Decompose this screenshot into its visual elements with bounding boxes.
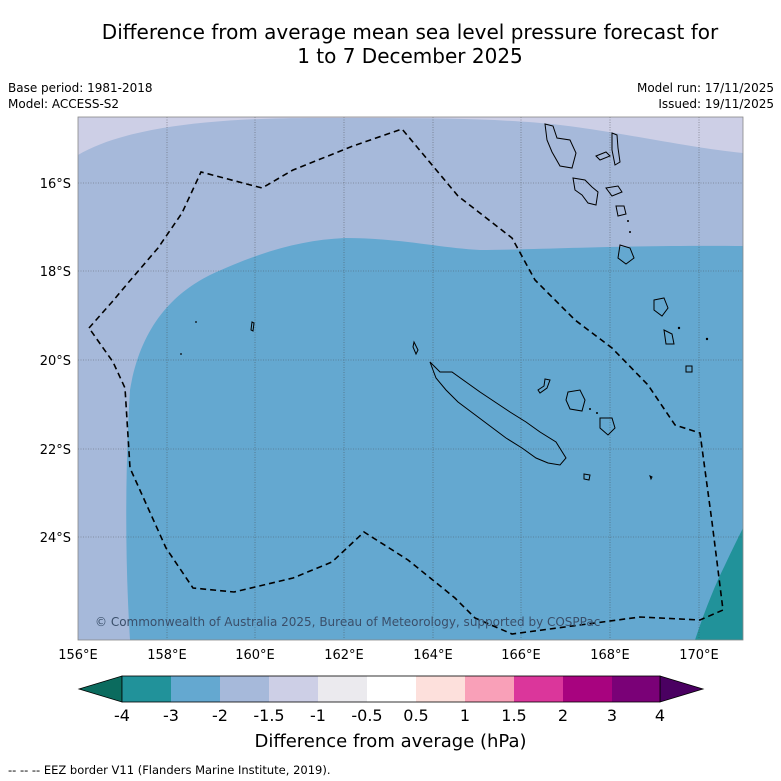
efate xyxy=(617,244,635,265)
colorbar-bin xyxy=(563,676,612,702)
colorbar-bin xyxy=(612,676,660,702)
aneityum xyxy=(685,365,693,373)
lat-label: 20°S xyxy=(40,354,71,369)
colorbar-frame xyxy=(121,675,661,703)
colorbar-title: Difference from average (hPa) xyxy=(254,731,527,752)
chart-title-line1: Difference from average mean sea level p… xyxy=(101,20,719,44)
base-period: Base period: 1981-2018 xyxy=(8,81,153,95)
colorbar-tick-label: 2 xyxy=(557,706,569,725)
colorbar-under-arrow xyxy=(77,675,123,703)
lon-label: 158°E xyxy=(147,648,187,663)
lon-label: 166°E xyxy=(501,648,541,663)
lon-label: 156°E xyxy=(58,648,98,663)
lon-label: 168°E xyxy=(590,648,630,663)
colorbar-tick-label: 1 xyxy=(459,706,471,725)
model-name: Model: ACCESS-S2 xyxy=(8,97,120,111)
colorbar-bin xyxy=(367,676,416,702)
lat-label: 24°S xyxy=(40,531,71,546)
lat-label: 16°S xyxy=(40,177,71,192)
new-caledonia-grande-terre xyxy=(429,361,567,466)
small-islet-4 xyxy=(596,412,598,414)
ouvea-island xyxy=(537,378,551,394)
small-reef-1 xyxy=(195,321,197,323)
eez-border xyxy=(87,128,724,635)
erromango xyxy=(653,297,669,317)
colorbar-tick-label: -3 xyxy=(163,706,179,725)
colorbar-over-arrow xyxy=(659,675,705,703)
issued-date: Issued: 19/11/2025 xyxy=(658,97,774,111)
maewo-pentecost xyxy=(611,132,621,166)
colorbar-bin xyxy=(220,676,269,702)
colorbar-tick-label: -1.5 xyxy=(253,706,285,725)
chesterfield-islands xyxy=(250,321,255,332)
espiritu-santo xyxy=(544,123,577,169)
small-islet-1 xyxy=(629,231,631,233)
aniwa-island xyxy=(705,337,709,341)
futuna-island xyxy=(677,326,681,330)
colorbar-tick-label: 4 xyxy=(654,706,666,725)
small-reef-2 xyxy=(180,353,182,355)
lat-label: 18°S xyxy=(40,265,71,280)
gridlines xyxy=(78,117,743,640)
lon-label: 170°E xyxy=(679,648,719,663)
isle-of-pines xyxy=(583,473,591,481)
belep-islands xyxy=(412,340,419,356)
colorbar-bin xyxy=(465,676,514,702)
lon-label: 162°E xyxy=(324,648,364,663)
chart-title-line2: 1 to 7 December 2025 xyxy=(297,44,523,68)
colorbar-bin xyxy=(318,676,367,702)
tanna xyxy=(663,329,675,345)
colorbar-tick-label: -2 xyxy=(212,706,228,725)
eez-legend: -- -- -- EEZ border V11 (Flanders Marine… xyxy=(8,763,331,777)
small-islet-3 xyxy=(589,408,591,410)
copyright-notice: © Commonwealth of Australia 2025, Bureau… xyxy=(95,615,600,629)
model-run: Model run: 17/11/2025 xyxy=(636,81,774,95)
lifou-island xyxy=(565,389,586,412)
malakula xyxy=(572,177,599,206)
ambae xyxy=(595,151,611,161)
colorbar-tick-label: -4 xyxy=(114,706,130,725)
colorbar-bin xyxy=(269,676,318,702)
lat-label: 22°S xyxy=(40,443,71,458)
ambrym xyxy=(605,185,623,197)
colorbar-tick-label: 0.5 xyxy=(403,706,429,725)
walpole-island xyxy=(649,475,653,481)
map-area: © Commonwealth of Australia 2025, Bureau… xyxy=(78,117,743,640)
lon-label: 160°E xyxy=(235,648,275,663)
mare-island xyxy=(599,417,616,436)
colorbar xyxy=(77,675,705,703)
anomaly-band-main xyxy=(126,238,743,640)
colorbar-bin xyxy=(514,676,563,702)
colorbar-bin xyxy=(416,676,465,702)
colorbar-tick-label: -0.5 xyxy=(351,706,383,725)
small-islet-2 xyxy=(627,220,629,222)
colorbar-bin xyxy=(122,676,171,702)
map-frame xyxy=(77,116,744,641)
epi-shepherds xyxy=(615,205,627,217)
colorbar-tick-label: 1.5 xyxy=(501,706,527,725)
colorbar-tick-label: 3 xyxy=(606,706,618,725)
colorbar-bin xyxy=(171,676,220,702)
colorbar-tick-label: -1 xyxy=(310,706,326,725)
lon-label: 164°E xyxy=(413,648,453,663)
